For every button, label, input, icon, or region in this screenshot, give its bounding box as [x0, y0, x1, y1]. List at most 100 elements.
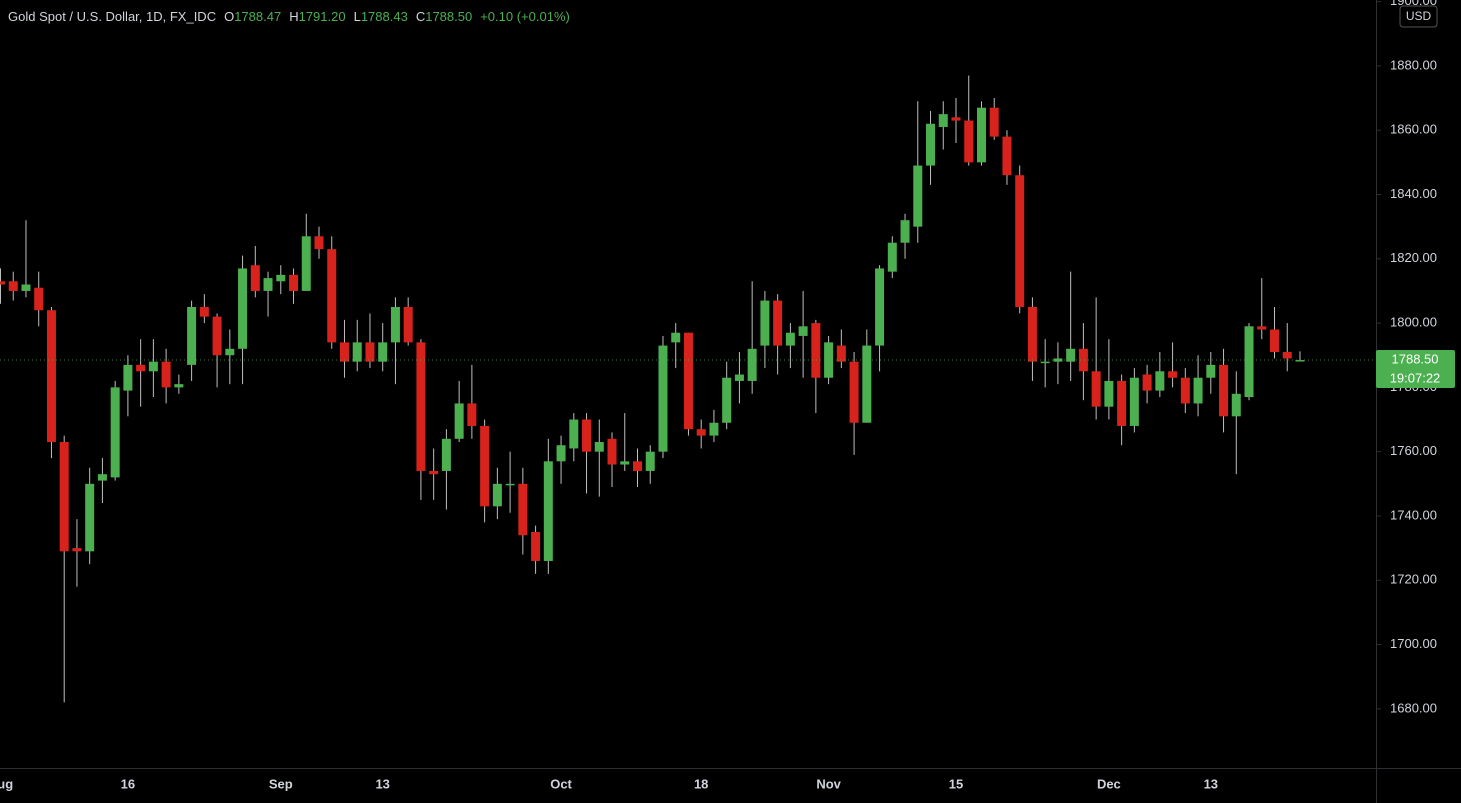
- candle-body: [187, 307, 197, 365]
- candle-body: [1129, 377, 1139, 426]
- candle-body: [1040, 361, 1050, 364]
- candle-body: [454, 403, 464, 439]
- candle-body: [785, 332, 795, 346]
- ohlc-letter: L: [353, 9, 361, 24]
- ohlc-letter: H: [289, 9, 299, 24]
- change: +0.10 (+0.01%): [480, 9, 570, 24]
- candle-body: [798, 326, 808, 336]
- y-tick-label: 1760.00: [1390, 443, 1437, 458]
- x-tick-label: 18: [694, 776, 708, 791]
- candle-body: [225, 348, 235, 356]
- candle-body: [964, 120, 974, 163]
- last-price-box: [1376, 350, 1455, 389]
- candle-body: [327, 249, 337, 343]
- candle-body: [339, 342, 349, 362]
- candle-body: [569, 419, 579, 449]
- y-tick-label: 1700.00: [1390, 636, 1437, 651]
- candle-body: [492, 483, 502, 507]
- candle-body: [989, 107, 999, 137]
- candle-body: [174, 384, 184, 388]
- y-tick-label: 1880.00: [1390, 57, 1437, 72]
- candle-body: [21, 284, 31, 291]
- candle-body: [378, 342, 388, 362]
- y-tick-label: 1800.00: [1390, 315, 1437, 330]
- candle-body: [59, 442, 69, 552]
- x-tick-label: 15: [949, 776, 963, 791]
- candle-body: [1078, 348, 1088, 372]
- candle-body: [696, 429, 706, 436]
- candle-body: [276, 274, 286, 282]
- candle-body: [709, 422, 719, 436]
- candle-body: [1180, 377, 1190, 404]
- candle-body: [518, 483, 528, 536]
- candle-body: [1219, 364, 1229, 417]
- candle-body: [429, 470, 439, 475]
- x-tick-label: 13: [375, 776, 389, 791]
- candle-body: [1206, 364, 1216, 378]
- candle-body: [594, 442, 604, 452]
- candle-body: [250, 265, 260, 291]
- candle-body: [34, 287, 44, 311]
- candle-body: [976, 107, 986, 163]
- candle-body: [760, 300, 770, 346]
- candle-body: [1168, 371, 1178, 378]
- candle-body: [85, 483, 95, 552]
- candle-body: [1117, 380, 1127, 426]
- candle-body: [1142, 374, 1152, 391]
- x-tick-label: Sep: [269, 776, 293, 791]
- candle-body: [531, 532, 541, 561]
- x-tick-label: Dec: [1097, 776, 1121, 791]
- candle-body: [734, 374, 744, 381]
- candle-body: [900, 220, 910, 243]
- candle-body: [811, 323, 821, 378]
- candle-body: [1066, 348, 1076, 362]
- currency-label: USD: [1406, 9, 1432, 23]
- candle-body: [938, 114, 948, 127]
- candle-body: [8, 281, 18, 291]
- candle-body: [1155, 371, 1165, 391]
- candle-body: [1091, 371, 1101, 407]
- candle-body: [722, 377, 732, 423]
- candle-body: [72, 548, 82, 552]
- candle-body: [403, 307, 413, 343]
- y-tick-label: 1900.00: [1390, 0, 1437, 8]
- y-tick-label: 1740.00: [1390, 507, 1437, 522]
- candle-body: [1231, 393, 1241, 417]
- candle-body: [301, 236, 311, 291]
- candle-body: [97, 474, 107, 481]
- candle-body: [289, 274, 299, 291]
- candle-body: [645, 451, 655, 471]
- x-tick-label: 16: [121, 776, 135, 791]
- y-tick-label: 1820.00: [1390, 250, 1437, 265]
- candle-body: [543, 461, 553, 561]
- candle-body: [913, 165, 923, 227]
- candle-body: [1257, 326, 1267, 330]
- candle-body: [1244, 326, 1254, 398]
- candle-body: [1015, 175, 1025, 308]
- candle-body: [951, 117, 961, 121]
- candle-body: [747, 348, 757, 381]
- ohlc-value: 1788.50: [425, 9, 473, 24]
- x-tick-label: Oct: [550, 776, 572, 791]
- candle-body: [671, 332, 681, 343]
- y-tick-label: 1720.00: [1390, 572, 1437, 587]
- candle-body: [1002, 136, 1012, 176]
- candle-body: [607, 438, 617, 465]
- candle-body: [136, 364, 146, 372]
- candle-body: [238, 268, 248, 349]
- candle-body: [1053, 358, 1063, 362]
- candle-body: [836, 345, 846, 362]
- candle-body: [352, 342, 362, 362]
- candle-body: [365, 342, 375, 362]
- candle-body: [263, 278, 273, 291]
- candle-body: [161, 361, 171, 388]
- candle-body: [658, 345, 668, 452]
- y-tick-label: 1840.00: [1390, 186, 1437, 201]
- x-tick-label: Aug: [0, 776, 13, 791]
- candle-body: [123, 364, 133, 391]
- y-tick-label: 1860.00: [1390, 122, 1437, 137]
- candle-body: [441, 438, 451, 471]
- y-tick-label: 1680.00: [1390, 700, 1437, 715]
- candle-body: [212, 316, 222, 356]
